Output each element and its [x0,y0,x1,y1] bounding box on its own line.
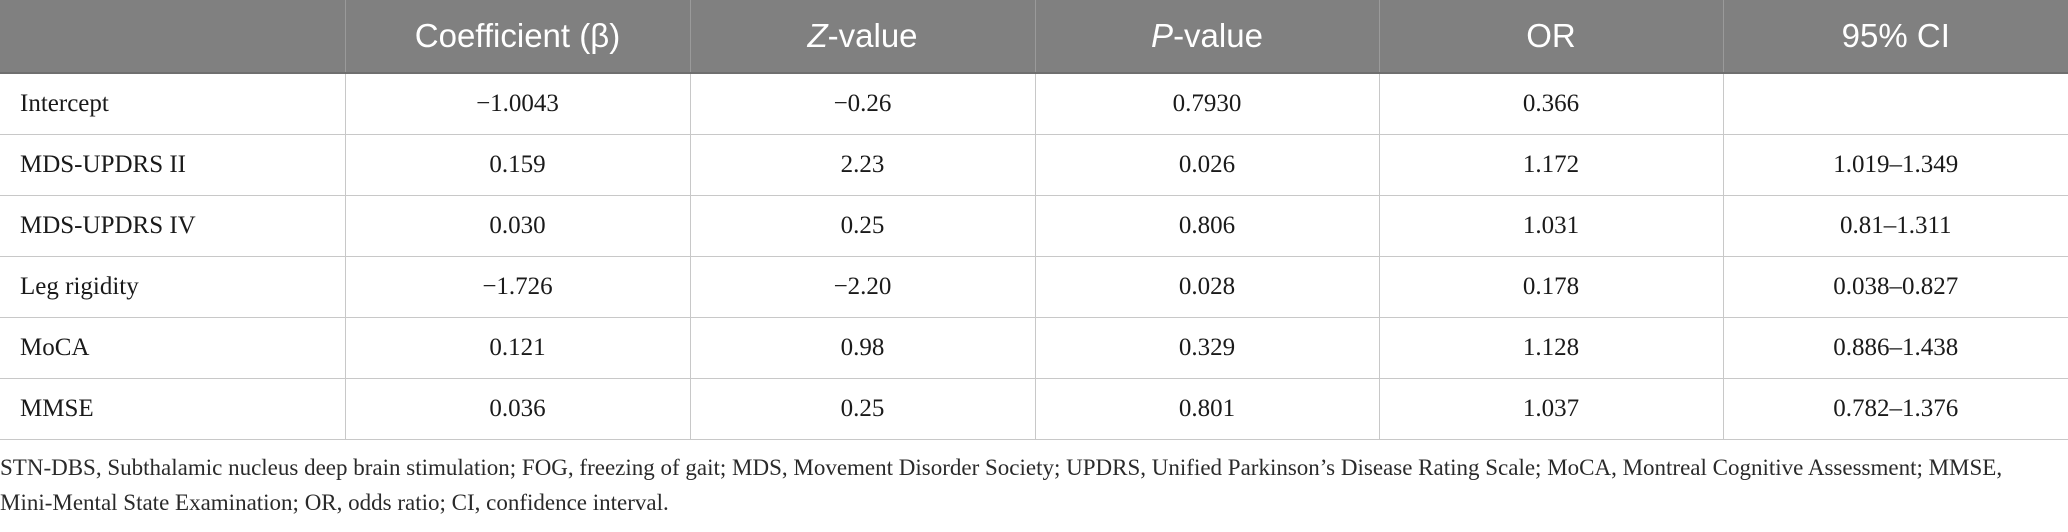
z-value-cell: 0.98 [689,317,1036,379]
z-value-cell: 0.25 [689,195,1036,257]
row-label: Leg rigidity [0,256,346,318]
header-cell-variable [0,0,345,73]
table-row: MoCA 0.121 0.98 0.329 1.128 0.886–1.438 [0,317,2068,379]
p-value-cell: 0.026 [1034,134,1380,196]
p-value-cell: 0.329 [1034,317,1380,379]
header-cell-z-value: Z-value [689,0,1035,73]
coefficient-cell: 0.121 [344,317,691,379]
ci-cell: 0.81–1.311 [1722,195,2068,257]
table-row: MDS-UPDRS IV 0.030 0.25 0.806 1.031 0.81… [0,195,2068,257]
coefficient-cell: 0.036 [344,378,691,440]
table-figure: Coefficient (β) Z-value P-value OR 95% C… [0,0,2068,515]
z-value-cell: −2.20 [689,256,1036,318]
header-row: Coefficient (β) Z-value P-value OR 95% C… [0,0,2068,73]
header-cell-or: OR [1378,0,1723,73]
or-cell: 1.031 [1378,195,1724,257]
ci-cell [1722,73,2068,135]
p-value-cell: 0.801 [1034,378,1380,440]
or-cell: 0.178 [1378,256,1724,318]
ci-cell: 0.886–1.438 [1722,317,2068,379]
or-cell: 1.037 [1378,378,1724,440]
row-label: MDS-UPDRS IV [0,195,346,257]
ci-cell: 0.038–0.827 [1722,256,2068,318]
results-table: Coefficient (β) Z-value P-value OR 95% C… [0,0,2068,440]
table-row: Intercept −1.0043 −0.26 0.7930 0.366 [0,73,2068,135]
or-cell: 1.128 [1378,317,1724,379]
table-row: MDS-UPDRS II 0.159 2.23 0.026 1.172 1.01… [0,134,2068,196]
p-value-cell: 0.028 [1034,256,1380,318]
ci-cell: 0.782–1.376 [1722,378,2068,440]
header-cell-p-value: P-value [1034,0,1379,73]
z-value-cell: 2.23 [689,134,1036,196]
row-label: Intercept [0,73,346,135]
coefficient-cell: 0.159 [344,134,691,196]
row-label: MoCA [0,317,346,379]
or-cell: 0.366 [1378,73,1724,135]
coefficient-cell: −1.0043 [344,73,691,135]
header-cell-coefficient: Coefficient (β) [344,0,690,73]
row-label: MMSE [0,378,346,440]
z-value-cell: −0.26 [689,73,1036,135]
row-label: MDS-UPDRS II [0,134,346,196]
table-row: Leg rigidity −1.726 −2.20 0.028 0.178 0.… [0,256,2068,318]
coefficient-cell: 0.030 [344,195,691,257]
p-value-cell: 0.806 [1034,195,1380,257]
z-value-cell: 0.25 [689,378,1036,440]
table-row: MMSE 0.036 0.25 0.801 1.037 0.782–1.376 [0,378,2068,440]
ci-cell: 1.019–1.349 [1722,134,2068,196]
header-cell-ci: 95% CI [1722,0,2068,73]
or-cell: 1.172 [1378,134,1724,196]
p-value-cell: 0.7930 [1034,73,1380,135]
coefficient-cell: −1.726 [344,256,691,318]
table-footnote: STN-DBS, Subthalamic nucleus deep brain … [0,455,2003,515]
